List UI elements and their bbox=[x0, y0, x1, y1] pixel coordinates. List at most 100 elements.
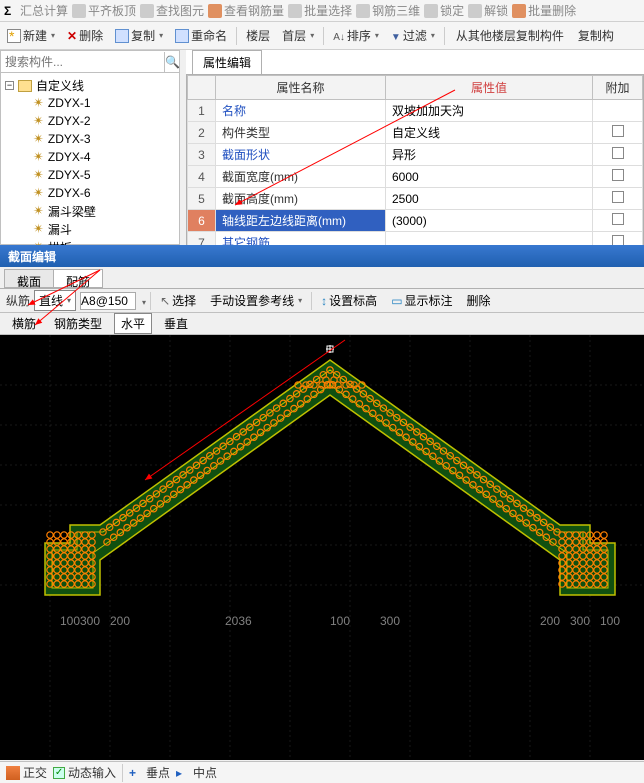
tab-rebar[interactable]: 配筋 bbox=[53, 269, 103, 288]
mid-icon bbox=[176, 766, 190, 780]
rebar-3d-button[interactable]: 钢筋三维 bbox=[356, 2, 420, 19]
collapse-icon[interactable]: − bbox=[5, 81, 14, 90]
tab-section[interactable]: 截面 bbox=[4, 269, 54, 288]
svg-text:200: 200 bbox=[110, 614, 130, 628]
filter-icon bbox=[391, 29, 401, 43]
tree-item[interactable]: ✴ZDYX-4 bbox=[33, 148, 175, 166]
tree-item[interactable]: ✴漏斗 bbox=[33, 220, 175, 238]
new-button[interactable]: 新建 bbox=[4, 25, 58, 46]
gear-icon: ✴ bbox=[33, 113, 44, 129]
rebar-type-label: 钢筋类型 bbox=[48, 314, 108, 333]
tree-item[interactable]: ✴ZDYX-3 bbox=[33, 130, 175, 148]
lock-button[interactable]: 锁定 bbox=[424, 2, 464, 19]
rebar-sub-toolbar: 横筋 钢筋类型 水平 垂直 bbox=[0, 313, 644, 335]
gear-icon: ✴ bbox=[33, 149, 44, 165]
floor-label: 楼层 bbox=[243, 25, 273, 46]
search-input[interactable] bbox=[1, 52, 164, 72]
component-tree: − 自定义线 ✴ZDYX-1✴ZDYX-2✴ZDYX-3✴ZDYX-4✴ZDYX… bbox=[1, 73, 179, 260]
delete-button[interactable]: 删除 bbox=[64, 25, 106, 46]
floor-select[interactable]: 首层 bbox=[279, 25, 317, 46]
property-tab[interactable]: 属性编辑 bbox=[192, 50, 262, 74]
manual-refline-button[interactable]: 手动设置参考线 bbox=[205, 290, 307, 311]
svg-text:200: 200 bbox=[540, 614, 560, 628]
checkbox[interactable] bbox=[612, 125, 624, 137]
rename-button[interactable]: 重命名 bbox=[172, 25, 230, 46]
col-name: 属性名称 bbox=[216, 76, 386, 100]
property-row[interactable]: 2构件类型自定义线 bbox=[188, 122, 643, 144]
brush-icon bbox=[512, 4, 526, 18]
property-row[interactable]: 3截面形状异形 bbox=[188, 144, 643, 166]
midpoint-snap-toggle[interactable]: 中点 bbox=[176, 764, 217, 781]
spec-dropdown[interactable] bbox=[140, 294, 146, 308]
copy-from-floor-button[interactable]: 从其他楼层复制构件 bbox=[451, 25, 567, 46]
sigma-icon bbox=[4, 4, 18, 18]
set-elevation-button[interactable]: ↕设置标高 bbox=[316, 290, 382, 311]
slab-icon bbox=[72, 4, 86, 18]
delete-rebar-button[interactable]: 删除 bbox=[462, 290, 496, 311]
tree-item[interactable]: ✴ZDYX-5 bbox=[33, 166, 175, 184]
select-button[interactable]: ↖选择 bbox=[155, 290, 201, 311]
tree-root[interactable]: − 自定义线 bbox=[5, 77, 175, 94]
tree-item[interactable]: ✴ZDYX-2 bbox=[33, 112, 175, 130]
rebar-spec-input[interactable] bbox=[80, 292, 136, 310]
horizontal-option[interactable]: 水平 bbox=[114, 313, 152, 334]
search-button[interactable]: 🔍 bbox=[164, 52, 180, 72]
vertical-option[interactable]: 垂直 bbox=[158, 314, 194, 333]
tree-item[interactable]: ✴ZDYX-1 bbox=[33, 94, 175, 112]
component-tree-panel: 🔍 − 自定义线 ✴ZDYX-1✴ZDYX-2✴ZDYX-3✴ZDYX-4✴ZD… bbox=[0, 50, 180, 245]
gear-icon: ✴ bbox=[33, 95, 44, 111]
ortho-toggle[interactable]: 正交 bbox=[6, 764, 47, 781]
checkbox[interactable] bbox=[612, 147, 624, 159]
sort-button[interactable]: 排序 bbox=[330, 25, 382, 46]
line-type-select[interactable]: 直线 bbox=[34, 290, 76, 311]
copy-button[interactable]: 复制 bbox=[112, 25, 166, 46]
section-edit-titlebar: 截面编辑 bbox=[0, 245, 644, 267]
tree-item-label: ZDYX-3 bbox=[48, 132, 91, 146]
lock-icon bbox=[424, 4, 438, 18]
property-table: 属性名称 属性值 附加 1名称双坡加加天沟2构件类型自定义线3截面形状异形4截面… bbox=[187, 75, 643, 254]
col-extra: 附加 bbox=[593, 76, 643, 100]
tree-root-label: 自定义线 bbox=[36, 77, 84, 94]
tree-item-label: ZDYX-6 bbox=[48, 186, 91, 200]
batch-icon bbox=[288, 4, 302, 18]
filter-button[interactable]: 过滤 bbox=[388, 25, 438, 46]
gear-icon: ✴ bbox=[33, 221, 44, 237]
gear-icon: ✴ bbox=[33, 185, 44, 201]
dynamic-input-toggle[interactable]: ✓动态输入 bbox=[53, 764, 116, 781]
tree-item[interactable]: ✴ ZDYX-6 bbox=[33, 184, 175, 202]
property-row[interactable]: 6轴线距左边线距离(mm)(3000) bbox=[188, 210, 643, 232]
svg-text:2036: 2036 bbox=[225, 614, 252, 628]
property-row[interactable]: 4截面宽度(mm)6000 bbox=[188, 166, 643, 188]
svg-text:100: 100 bbox=[60, 614, 80, 628]
batch-select-button[interactable]: 批量选择 bbox=[288, 2, 352, 19]
svg-text:300: 300 bbox=[80, 614, 100, 628]
property-row[interactable]: 1名称双坡加加天沟 bbox=[188, 100, 643, 122]
rebar-qty-button[interactable]: 查看钢筋量 bbox=[208, 2, 284, 19]
check-icon: ✓ bbox=[53, 767, 65, 779]
tree-item-label: ZDYX-5 bbox=[48, 168, 91, 182]
folder-icon bbox=[18, 80, 32, 92]
calc-total-button[interactable]: 汇总计算 bbox=[4, 2, 68, 19]
checkbox[interactable] bbox=[612, 213, 624, 225]
horiz-rebar-label: 横筋 bbox=[6, 314, 42, 333]
tree-item[interactable]: ✴漏斗梁壁 bbox=[33, 202, 175, 220]
tree-item-label: 漏斗 bbox=[48, 221, 72, 238]
copy-to-floor-button[interactable]: 复制构 bbox=[573, 25, 617, 46]
tree-item-label: 漏斗梁壁 bbox=[48, 203, 96, 220]
delete-icon bbox=[67, 29, 77, 43]
col-value: 属性值 bbox=[386, 76, 593, 100]
section-canvas[interactable]: 100300200 2036 100300 200300100 bbox=[0, 335, 644, 760]
show-annotation-button[interactable]: ▭显示标注 bbox=[386, 290, 457, 311]
checkbox[interactable] bbox=[612, 169, 624, 181]
flat-slab-button[interactable]: 平齐板顶 bbox=[72, 2, 136, 19]
perp-icon bbox=[129, 766, 143, 780]
batch-delete-button[interactable]: 批量删除 bbox=[512, 2, 576, 19]
perp-snap-toggle[interactable]: 垂点 bbox=[129, 764, 170, 781]
section-tabs: 截面 配筋 bbox=[0, 267, 644, 289]
find-element-button[interactable]: 查找图元 bbox=[140, 2, 204, 19]
unlock-button[interactable]: 解锁 bbox=[468, 2, 508, 19]
property-row[interactable]: 5截面高度(mm)2500 bbox=[188, 188, 643, 210]
status-bar: 正交 ✓动态输入 垂点 中点 bbox=[0, 761, 644, 783]
checkbox[interactable] bbox=[612, 191, 624, 203]
svg-text:300: 300 bbox=[570, 614, 590, 628]
